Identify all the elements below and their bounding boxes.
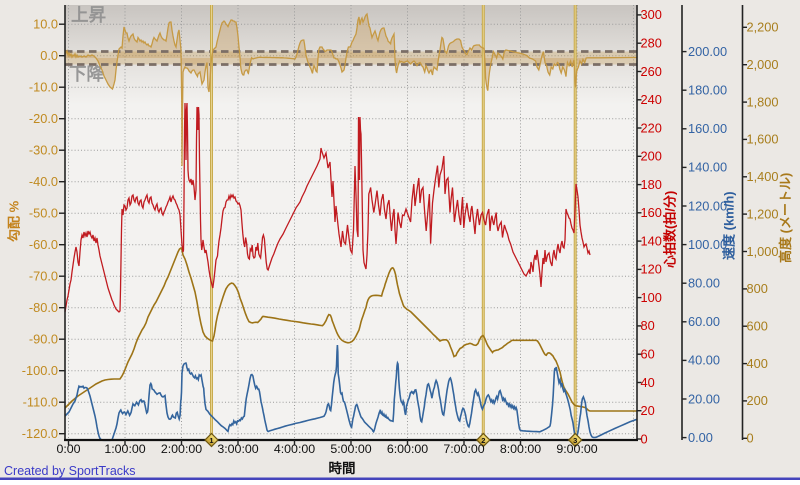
svg-text:40: 40 [641, 375, 655, 390]
svg-text:1,400: 1,400 [747, 169, 779, 184]
svg-text:0:00: 0:00 [56, 442, 80, 456]
svg-text:6:00:00: 6:00:00 [387, 442, 428, 456]
svg-text:140: 140 [641, 233, 662, 248]
svg-text:-40.0: -40.0 [29, 174, 58, 189]
svg-text:5:00:00: 5:00:00 [330, 442, 371, 456]
svg-text:速度 (km/h): 速度 (km/h) [722, 191, 737, 260]
svg-text:1:00:00: 1:00:00 [104, 442, 145, 456]
svg-text:60.00: 60.00 [688, 314, 720, 329]
svg-text:2: 2 [481, 436, 485, 445]
svg-text:20.00: 20.00 [688, 391, 720, 406]
svg-text:200: 200 [641, 149, 662, 164]
svg-text:600: 600 [747, 319, 768, 334]
svg-text:-30.0: -30.0 [29, 143, 58, 158]
svg-text:280: 280 [641, 36, 662, 51]
svg-text:120.00: 120.00 [688, 198, 727, 213]
svg-text:-50.0: -50.0 [29, 206, 58, 221]
svg-text:800: 800 [747, 281, 768, 296]
svg-text:240: 240 [641, 92, 662, 107]
svg-text:1,000: 1,000 [747, 244, 779, 259]
svg-text:-80.0: -80.0 [29, 300, 58, 315]
svg-text:-100.0: -100.0 [22, 363, 58, 378]
svg-text:1,600: 1,600 [747, 132, 779, 147]
svg-text:1,200: 1,200 [747, 206, 779, 221]
svg-text:300: 300 [641, 7, 662, 22]
svg-text:-60.0: -60.0 [29, 237, 58, 252]
svg-text:Created by SportTracks: Created by SportTracks [4, 464, 136, 478]
svg-text:40.00: 40.00 [688, 353, 720, 368]
svg-text:高度 (メートル): 高度 (メートル) [778, 173, 793, 263]
svg-text:20: 20 [641, 403, 655, 418]
svg-text:-120.0: -120.0 [22, 426, 58, 441]
svg-text:8:00:00: 8:00:00 [500, 442, 541, 456]
svg-text:-90.0: -90.0 [29, 332, 58, 347]
svg-text:220: 220 [641, 120, 662, 135]
svg-text:0.0: 0.0 [40, 48, 58, 63]
svg-text:60: 60 [641, 347, 655, 362]
svg-text:0: 0 [747, 431, 754, 446]
svg-text:200.00: 200.00 [688, 44, 727, 59]
svg-text:2,200: 2,200 [747, 20, 779, 35]
svg-text:100: 100 [641, 290, 662, 305]
svg-text:100.00: 100.00 [688, 237, 727, 252]
svg-text:1: 1 [209, 436, 213, 445]
svg-text:400: 400 [747, 356, 768, 371]
svg-text:180: 180 [641, 177, 662, 192]
svg-text:心拍数(拍/分): 心拍数(拍/分) [663, 191, 678, 268]
svg-text:120: 120 [641, 262, 662, 277]
svg-text:-20.0: -20.0 [29, 111, 58, 126]
svg-text:2:00:00: 2:00:00 [161, 442, 202, 456]
svg-text:勾配 %: 勾配 % [7, 200, 22, 242]
svg-text:-70.0: -70.0 [29, 269, 58, 284]
svg-text:3: 3 [573, 436, 577, 445]
svg-text:160: 160 [641, 205, 662, 220]
svg-text:下降: 下降 [69, 64, 104, 84]
svg-text:0.00: 0.00 [688, 430, 713, 445]
svg-text:3:00:00: 3:00:00 [217, 442, 258, 456]
svg-text:時間: 時間 [329, 460, 356, 476]
svg-text:260: 260 [641, 64, 662, 79]
svg-text:0: 0 [641, 431, 648, 446]
svg-text:160.00: 160.00 [688, 121, 727, 136]
svg-text:-10.0: -10.0 [29, 80, 58, 95]
svg-text:200: 200 [747, 393, 768, 408]
svg-text:2,000: 2,000 [747, 57, 779, 72]
svg-text:上昇: 上昇 [71, 5, 106, 25]
svg-text:180.00: 180.00 [688, 83, 727, 98]
svg-text:140.00: 140.00 [688, 160, 727, 175]
svg-text:80: 80 [641, 318, 655, 333]
svg-text:1,800: 1,800 [747, 94, 779, 109]
svg-text:4:00:00: 4:00:00 [274, 442, 315, 456]
svg-text:10.0: 10.0 [33, 17, 58, 32]
svg-text:80.00: 80.00 [688, 276, 720, 291]
svg-text:7:00:00: 7:00:00 [443, 442, 484, 456]
svg-text:-110.0: -110.0 [23, 395, 58, 410]
svg-text:9:00:00: 9:00:00 [556, 442, 597, 456]
